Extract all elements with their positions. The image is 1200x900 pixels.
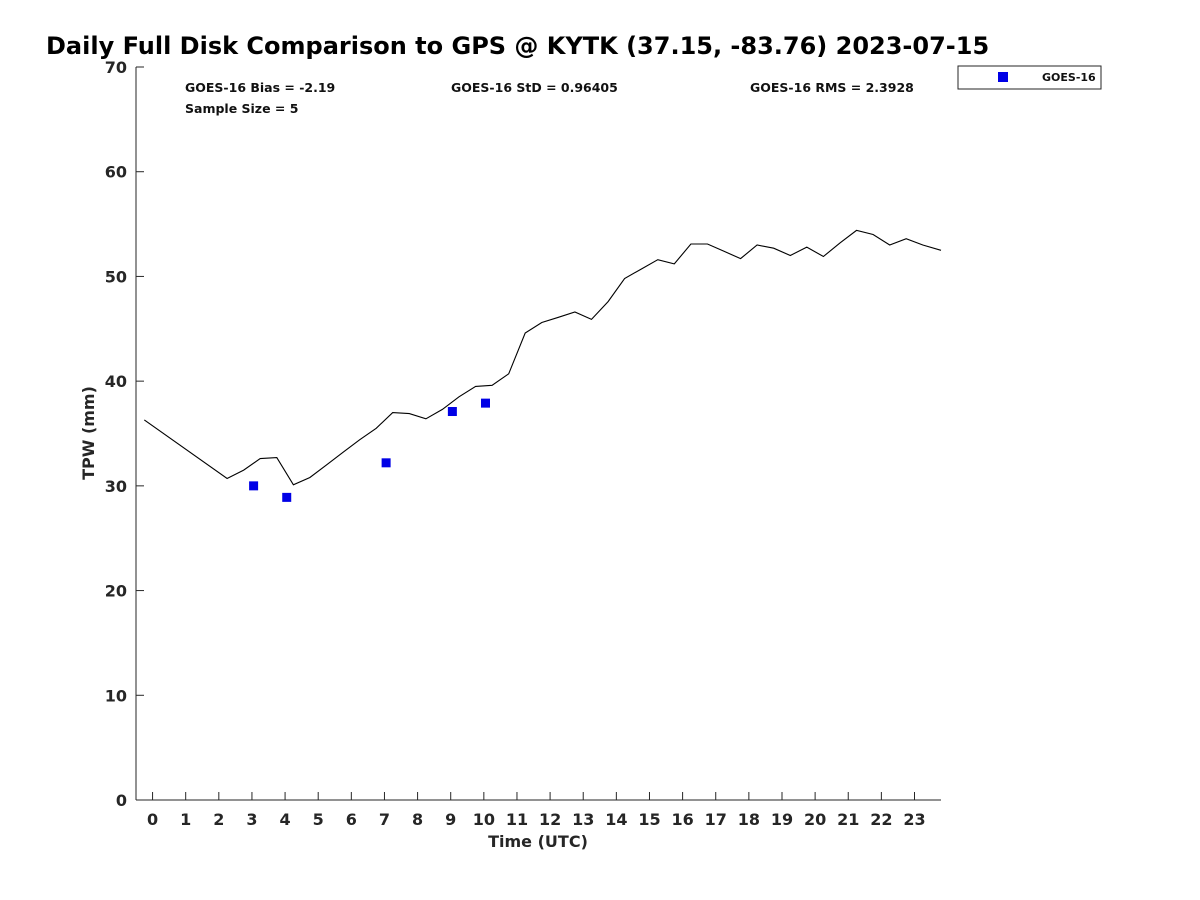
stat-std: GOES-16 StD = 0.96405 — [451, 80, 618, 95]
plot-area — [143, 229, 942, 502]
x-tick-label: 11 — [506, 810, 528, 829]
stat-sample-size: Sample Size = 5 — [185, 101, 298, 116]
x-tick-label: 8 — [412, 810, 423, 829]
goes16-point — [249, 481, 259, 491]
goes16-point — [381, 458, 391, 468]
x-tick-label: 9 — [445, 810, 456, 829]
x-tick-label: 1 — [180, 810, 191, 829]
stat-rms: GOES-16 RMS = 2.3928 — [750, 80, 914, 95]
x-tick-label: 13 — [572, 810, 594, 829]
x-axis-label: Time (UTC) — [488, 832, 588, 851]
x-tick-label: 3 — [246, 810, 257, 829]
y-tick-label: 20 — [105, 582, 127, 601]
legend: GOES-16 — [957, 65, 1102, 90]
x-tick-label: 21 — [837, 810, 859, 829]
y-tick-label: 10 — [105, 686, 127, 705]
y-axis-label: TPW (mm) — [79, 386, 98, 480]
x-tick-label: 15 — [638, 810, 660, 829]
stat-bias: GOES-16 Bias = -2.19 — [185, 80, 335, 95]
x-tick-label: 6 — [346, 810, 357, 829]
x-tick-label: 19 — [771, 810, 793, 829]
goes16-point — [282, 492, 292, 502]
x-tick-label: 20 — [804, 810, 826, 829]
gps-tpw-line — [143, 229, 942, 486]
x-tick-label: 18 — [738, 810, 760, 829]
legend-marker-goes16 — [998, 72, 1008, 82]
x-tick-label: 7 — [379, 810, 390, 829]
x-tick-label: 4 — [280, 810, 291, 829]
stats-block: GOES-16 Bias = -2.19 GOES-16 StD = 0.964… — [185, 80, 914, 116]
x-tick-label: 23 — [903, 810, 925, 829]
x-tick-label: 10 — [473, 810, 495, 829]
legend-label-goes16: GOES-16 — [1042, 71, 1096, 84]
x-tick-label: 16 — [671, 810, 693, 829]
y-ticks: 0 10 20 30 40 50 60 70 — [105, 58, 144, 810]
goes16-point — [447, 407, 457, 417]
y-tick-label: 0 — [116, 791, 127, 810]
x-tick-label: 17 — [705, 810, 727, 829]
x-tick-label: 22 — [870, 810, 892, 829]
axes — [135, 67, 941, 801]
x-tick-label: 5 — [313, 810, 324, 829]
x-tick-label: 14 — [605, 810, 627, 829]
y-tick-label: 50 — [105, 267, 127, 286]
legend-box — [957, 65, 1102, 90]
goes16-point — [480, 398, 490, 408]
y-tick-label: 60 — [105, 163, 127, 182]
x-tick-label: 2 — [213, 810, 224, 829]
chart-title: Daily Full Disk Comparison to GPS @ KYTK… — [46, 32, 989, 60]
y-tick-label: 70 — [105, 58, 127, 77]
x-ticks: 0 1 2 3 4 5 6 7 8 9 10 11 12 13 14 15 16 17 18 19 20 21 22 23 — [147, 792, 926, 829]
x-tick-label: 0 — [147, 810, 158, 829]
x-tick-label: 12 — [539, 810, 561, 829]
y-tick-label: 40 — [105, 372, 127, 391]
y-tick-label: 30 — [105, 477, 127, 496]
